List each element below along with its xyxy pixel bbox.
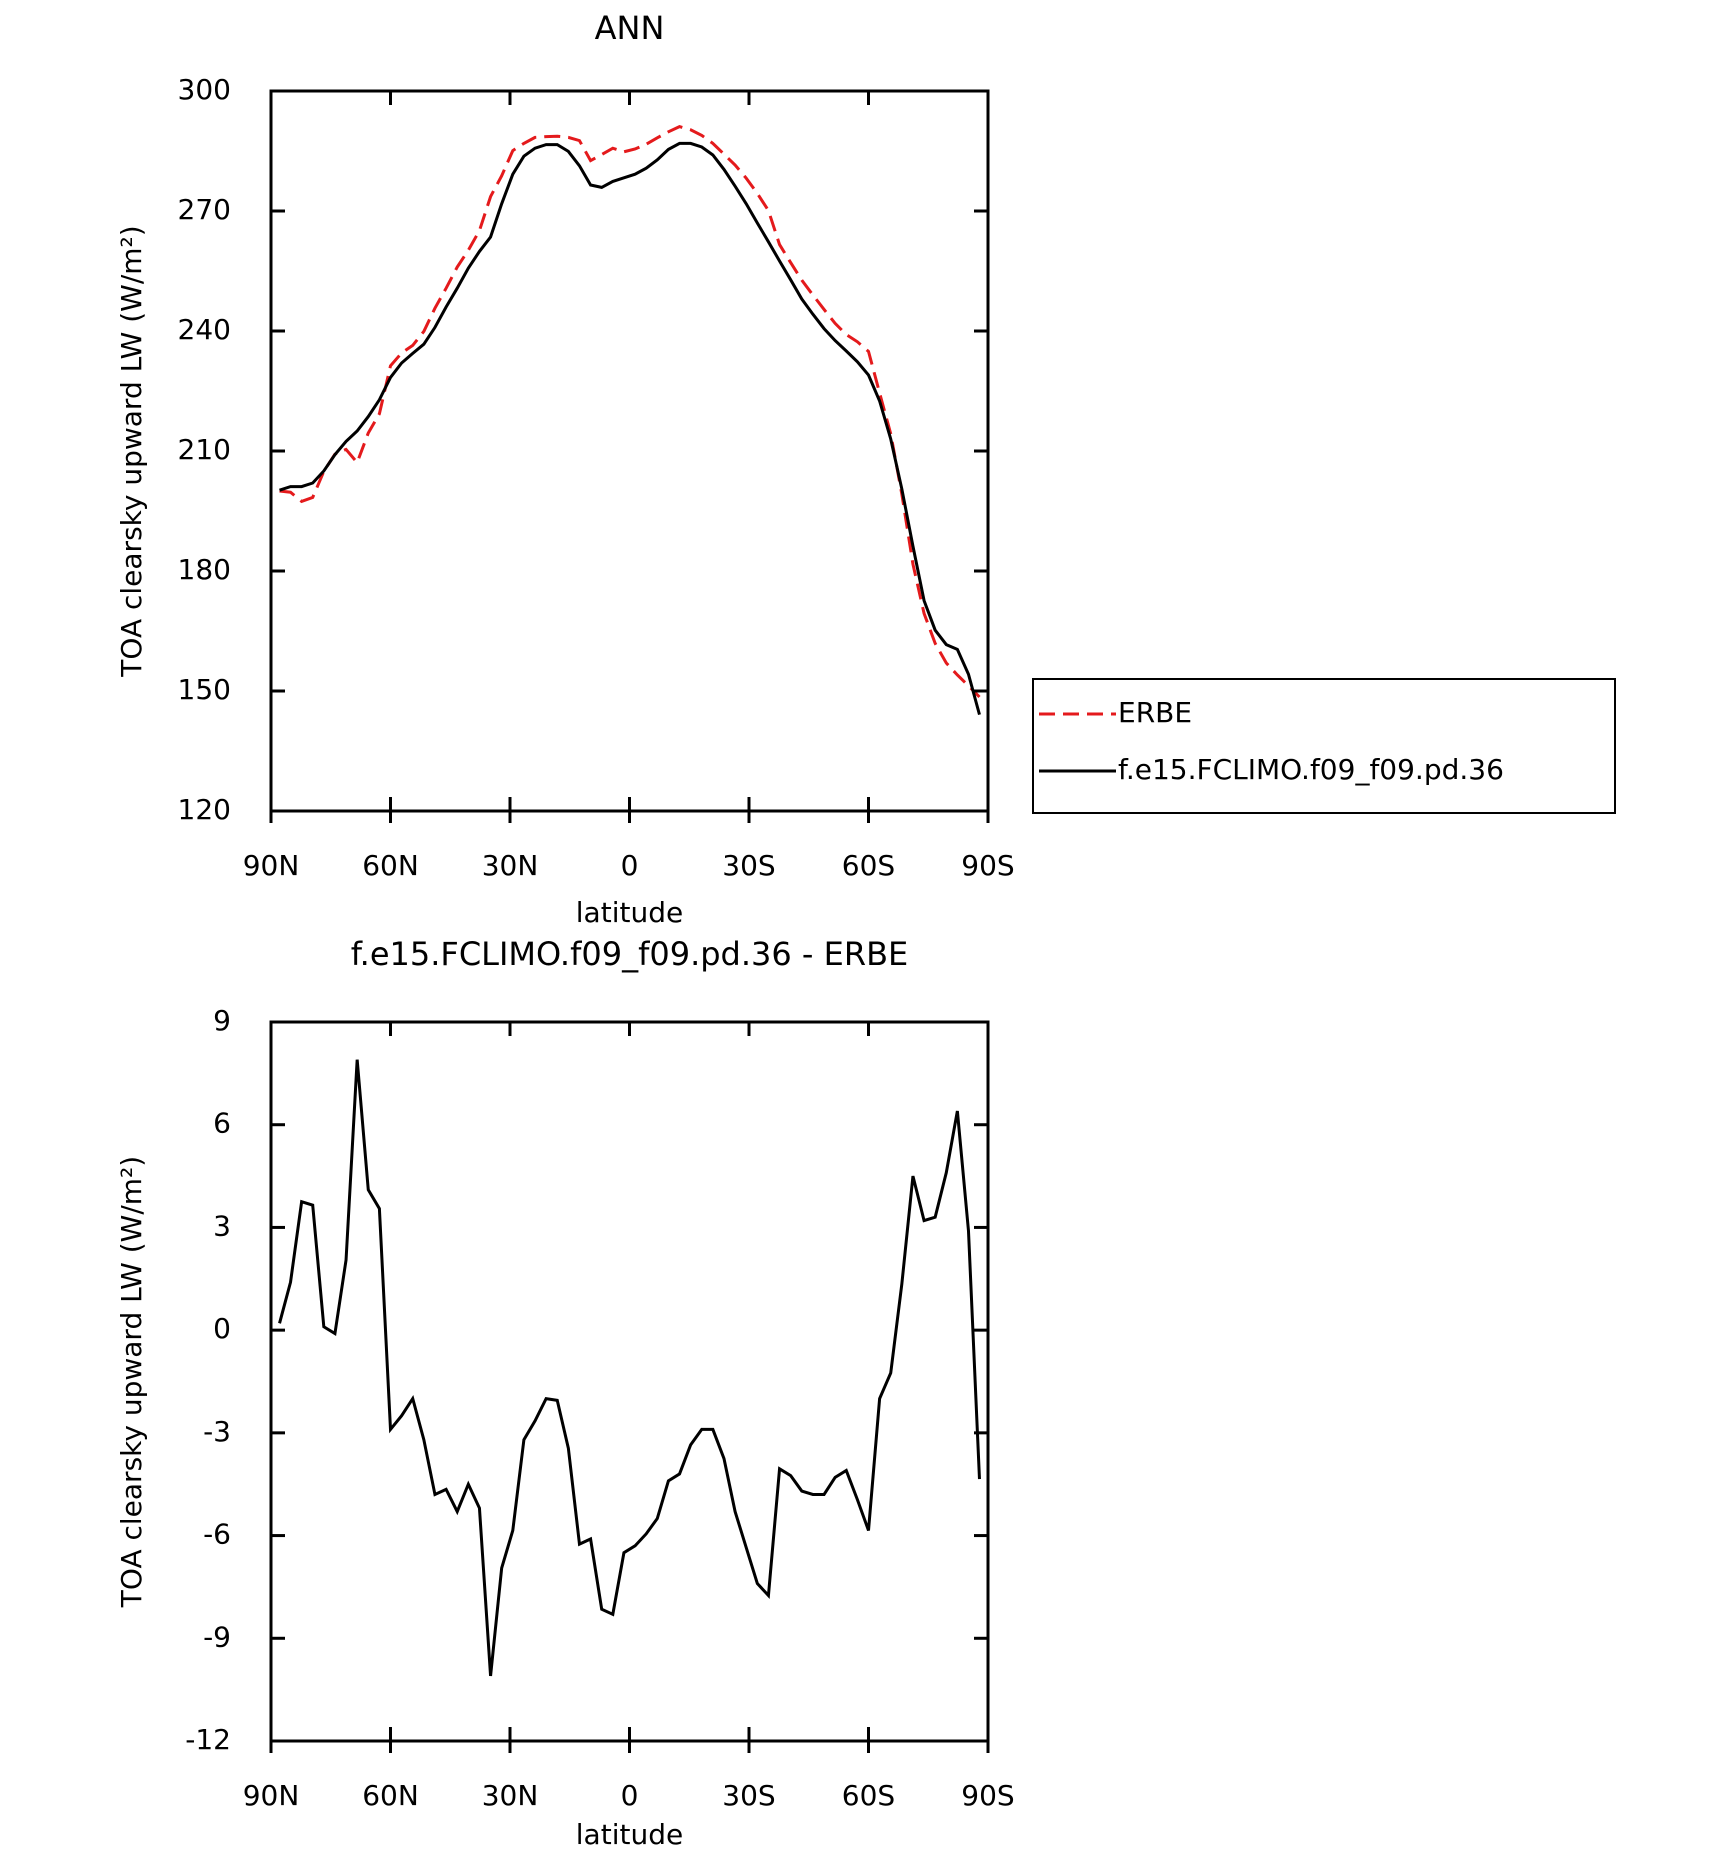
x-tick-label: 30N [482,1779,539,1812]
x-tick-label: 90N [243,849,300,882]
x-tick-label: 60S [842,849,895,882]
x-tick-label: 60S [842,1779,895,1812]
legend-label: f.e15.FCLIMO.f09_f09.pd.36 [1118,753,1504,786]
plot-frame [269,1020,990,1743]
y-tick-label: -9 [203,1620,231,1653]
y-tick-label: 120 [178,793,231,826]
y-tick-label: 3 [213,1209,231,1242]
y-tick-label: 210 [178,433,231,466]
y-tick-label: 150 [178,673,231,706]
x-tick-label: 90S [961,1779,1014,1812]
x-tick-label: 90N [243,1779,300,1812]
y-tick-label: 6 [213,1107,231,1140]
y-tick-label: 240 [178,313,231,346]
x-tick-label: 60N [362,849,419,882]
y-tick-label: 9 [213,1004,231,1037]
y-tick-label: -3 [203,1415,231,1448]
plot-frame [269,89,990,813]
y-tick-label: -6 [203,1518,231,1551]
x-tick-label: 60N [362,1779,419,1812]
data-line [279,125,981,699]
x-axis-label: latitude [576,1818,683,1850]
y-tick-label: -12 [185,1723,231,1756]
y-tick-label: 270 [178,193,231,226]
y-tick-label: 0 [213,1312,231,1345]
x-tick-label: 0 [621,849,639,882]
x-tick-label: 30S [722,849,775,882]
chart-title: ANN [595,9,665,47]
x-tick-label: 90S [961,849,1014,882]
legend-box [1032,678,1616,814]
x-tick-label: 30N [482,849,539,882]
data-line [278,1059,981,1677]
legend-label: ERBE [1118,696,1192,729]
data-line [279,141,981,715]
y-axis-label: TOA clearsky upward LW (W/m²) [115,1156,148,1608]
x-tick-label: 30S [722,1779,775,1812]
x-axis-label: latitude [576,896,683,929]
y-tick-label: 300 [178,73,231,106]
x-tick-label: 0 [621,1779,639,1812]
chart-title: f.e15.FCLIMO.f09_f09.pd.36 - ERBE [351,935,909,973]
y-axis-label: TOA clearsky upward LW (W/m²) [115,225,148,677]
y-tick-label: 180 [178,553,231,586]
